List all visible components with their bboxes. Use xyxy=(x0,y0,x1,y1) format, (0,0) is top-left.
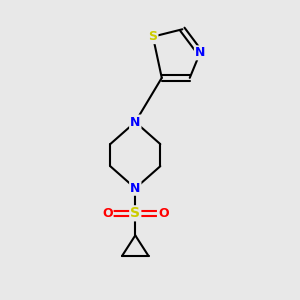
Text: N: N xyxy=(195,46,205,59)
Text: O: O xyxy=(102,207,112,220)
Text: S: S xyxy=(148,30,158,43)
Text: N: N xyxy=(130,116,140,128)
Text: S: S xyxy=(130,206,140,220)
Text: N: N xyxy=(130,182,140,195)
Text: O: O xyxy=(158,207,169,220)
